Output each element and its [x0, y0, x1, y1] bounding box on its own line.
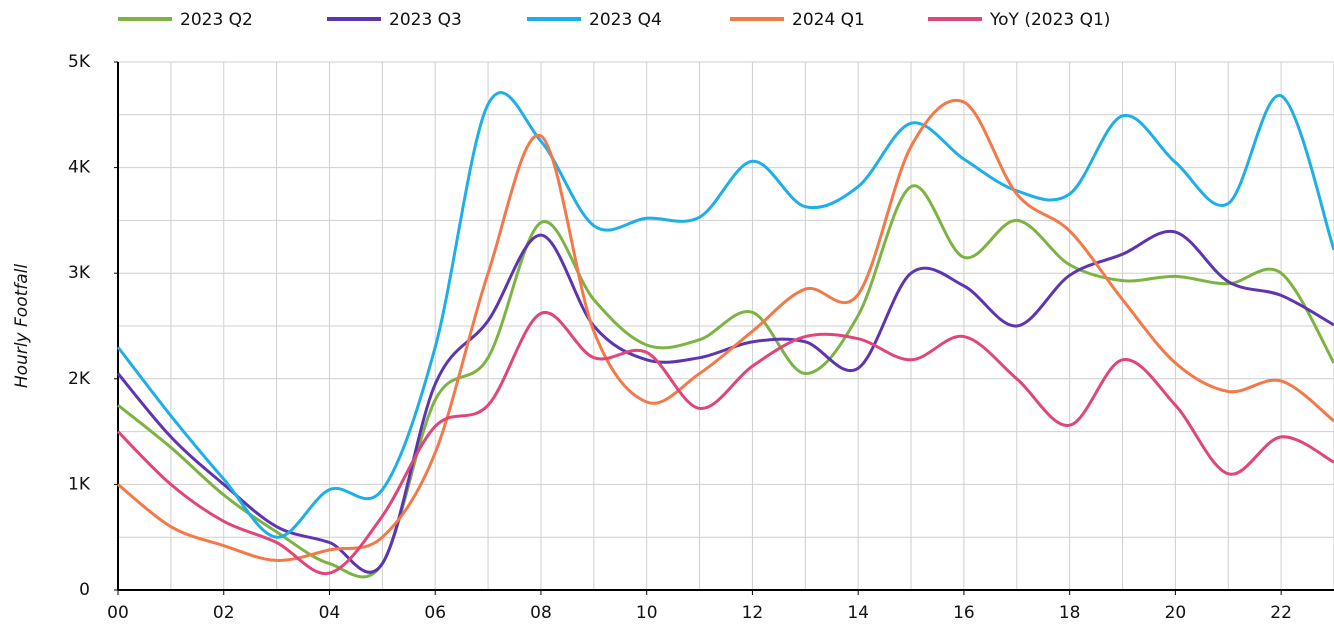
legend-label: 2023 Q2	[180, 10, 253, 30]
y-axis-title: Hourly Footfall	[12, 264, 32, 389]
x-tick-label: 12	[742, 603, 764, 623]
x-tick-label: 00	[107, 603, 129, 623]
y-tick-label: 2K	[68, 369, 91, 389]
series-line	[116, 91, 1334, 539]
legend-label: YoY (2023 Q1)	[989, 10, 1110, 30]
y-tick-label: 5K	[68, 52, 91, 72]
y-tick-label: 1K	[68, 474, 91, 494]
legend-label: 2024 Q1	[792, 10, 865, 30]
x-tick-label: 16	[953, 603, 975, 623]
x-tick-label: 14	[847, 603, 869, 623]
series-line	[116, 229, 1334, 574]
x-tick-label: 20	[1165, 603, 1187, 623]
y-tick-label: 4K	[68, 158, 91, 178]
series-line	[116, 310, 1334, 575]
x-tick-label: 06	[424, 603, 446, 623]
legend-label: 2023 Q3	[389, 10, 462, 30]
x-tick-label: 02	[213, 603, 235, 623]
x-tick-label: 04	[319, 603, 341, 623]
x-tick-label: 08	[530, 603, 552, 623]
x-tick-label: 10	[636, 603, 658, 623]
x-tick-label: 22	[1270, 603, 1292, 623]
series-line	[117, 184, 1334, 579]
x-tick-label: 18	[1059, 603, 1081, 623]
series-line	[117, 99, 1334, 562]
y-tick-label: 3K	[68, 263, 91, 283]
legend-label: 2023 Q4	[589, 10, 662, 30]
y-tick-label: 0	[79, 580, 90, 600]
